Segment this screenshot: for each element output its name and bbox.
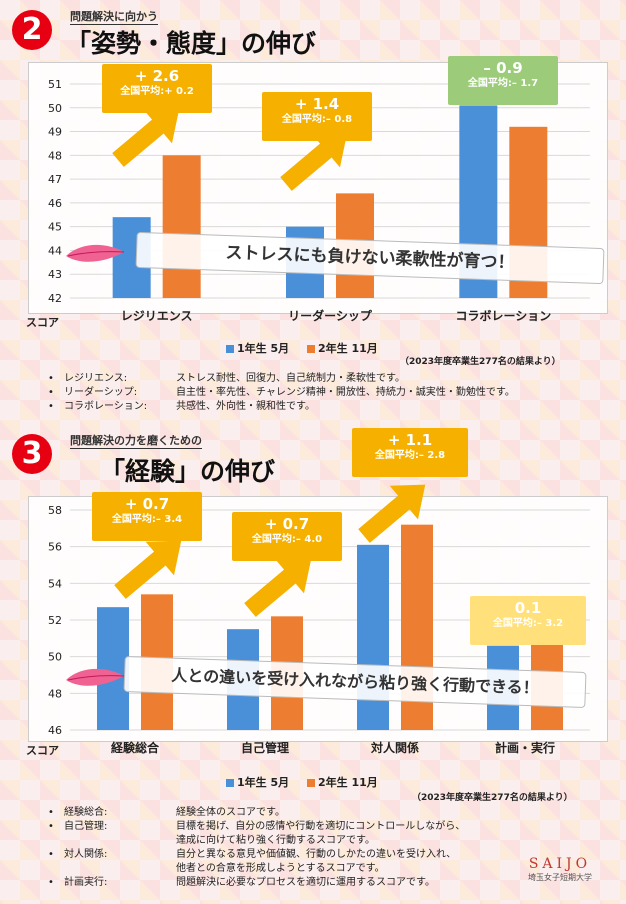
up-arrow-icon	[280, 132, 348, 191]
y-tick-label: 45	[48, 221, 62, 234]
callout-leadership: + 1.4 全国平均:– 0.8	[262, 92, 372, 141]
y-tick-label: 54	[48, 577, 62, 590]
x-tick-label: コラボレーション	[455, 308, 551, 323]
up-arrow-icon	[358, 484, 426, 543]
callout-collaboration: – 0.9 全国平均:– 1.7	[448, 56, 558, 105]
y-tick-label: 43	[48, 268, 62, 281]
y-tick-label: 50	[48, 651, 62, 664]
section-number-3: 3	[12, 434, 52, 474]
section2-subtitle: 問題解決に向かう	[70, 10, 158, 25]
section3-definitions: • 経験総合: 経験全体のスコアです。 • 自己管理: 目標を掲げ、自分の感情や行動を適…	[48, 807, 466, 888]
section2-title: 「姿勢・態度」の伸び	[66, 29, 317, 58]
chart2-ylabel: スコア	[26, 744, 59, 757]
up-arrow-icon	[244, 558, 312, 617]
callout-planning: 0.1 全国平均:– 3.2	[470, 596, 586, 645]
section3-subtitle: 問題解決の力を磨くための	[70, 434, 202, 449]
chart1-legend: 1年生 5月 2年生 11月	[226, 340, 378, 356]
y-tick-label: 48	[48, 149, 62, 162]
section2-definitions: • レジリエンス: ストレス耐性、回復力、自己統制力・柔軟性です。 • リーダーシップ…	[48, 373, 515, 412]
callout-interpersonal: + 1.1 全国平均:– 2.8	[352, 428, 468, 477]
y-tick-label: 56	[48, 541, 62, 554]
chart2-source: （2023年度卒業生277名の結果より）	[412, 793, 573, 803]
x-tick-label: 対人関係	[370, 740, 419, 755]
callout-experience-total: + 0.7 全国平均:– 3.4	[92, 492, 202, 541]
feather-icon	[66, 668, 125, 686]
y-tick-label: 58	[48, 504, 62, 517]
chart1-ylabel: スコア	[26, 316, 59, 329]
x-tick-label: 計画・実行	[495, 740, 555, 755]
bar-series2-0	[162, 155, 201, 298]
up-arrow-icon	[112, 108, 180, 167]
y-tick-label: 46	[48, 724, 62, 737]
callout-self-management: + 0.7 全国平均:– 4.0	[232, 512, 342, 561]
school-logo: SAIJO 埼玉女子短期大学	[528, 856, 592, 882]
y-tick-label: 47	[48, 173, 62, 186]
x-tick-label: 自己管理	[241, 740, 289, 755]
callout-resilience: + 2.6 全国平均:+ 0.2	[102, 64, 212, 113]
section-number-2: 2	[12, 10, 52, 50]
y-tick-label: 49	[48, 126, 62, 139]
y-tick-label: 52	[48, 614, 62, 627]
chart1-source: （2023年度卒業生277名の結果より）	[400, 357, 561, 367]
y-tick-label: 44	[48, 244, 62, 257]
bar-series1-2	[357, 544, 389, 730]
y-tick-label: 46	[48, 197, 62, 210]
up-arrow-icon	[114, 540, 182, 599]
x-tick-label: レジリエンス	[121, 309, 193, 323]
section3-title: 「経験」の伸び	[100, 457, 276, 486]
feather-icon	[66, 244, 125, 262]
y-tick-label: 48	[48, 687, 62, 700]
y-tick-label: 51	[48, 78, 62, 91]
x-tick-label: リーダーシップ	[288, 308, 373, 323]
x-tick-label: 経験総合	[111, 740, 160, 755]
chart2-legend: 1年生 5月 2年生 11月	[226, 774, 378, 790]
y-tick-label: 42	[48, 292, 62, 305]
y-tick-label: 50	[48, 102, 62, 115]
